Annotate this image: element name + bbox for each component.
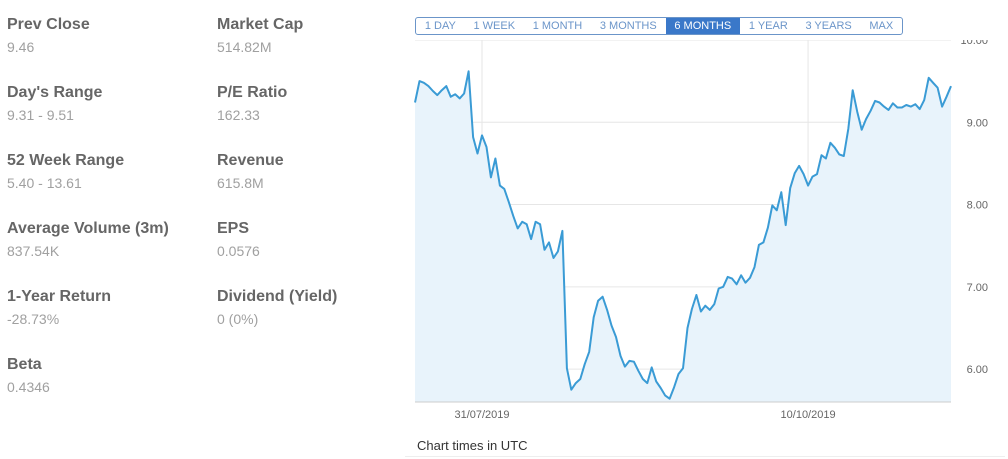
range-button-3-months[interactable]: 3 MONTHS xyxy=(599,20,657,32)
stat-prev-close: Prev Close 9.46 xyxy=(7,15,90,56)
x-tick-label: 31/07/2019 xyxy=(454,409,509,421)
x-tick-label: 10/10/2019 xyxy=(781,409,836,421)
stat-revenue: Revenue 615.8M xyxy=(217,151,284,192)
time-range-selector: 1 DAY 1 WEEK 1 MONTH 3 MONTHS 6 MONTHS 1… xyxy=(415,17,903,35)
stat-label: Prev Close xyxy=(7,16,90,33)
stat-value: 837.54K xyxy=(7,243,60,259)
stat-label: Beta xyxy=(7,356,42,373)
price-line xyxy=(414,70,952,400)
stat-label: Average Volume (3m) xyxy=(7,220,169,237)
stat-days-range: Day's Range 9.31 - 9.51 xyxy=(7,83,102,124)
price-area xyxy=(415,71,951,403)
range-button-1-year[interactable]: 1 YEAR xyxy=(748,20,788,32)
stat-value: 514.82M xyxy=(217,39,272,55)
stat-label: Day's Range xyxy=(7,84,103,101)
stat-pe-ratio: P/E Ratio 162.33 xyxy=(217,83,287,124)
y-tick-label: 7.00 xyxy=(967,282,988,294)
y-tick-label: 8.00 xyxy=(967,200,988,212)
range-button-1-month[interactable]: 1 MONTH xyxy=(532,20,583,32)
y-tick-label: 9.00 xyxy=(967,117,988,129)
stat-value: 615.8M xyxy=(217,175,264,191)
price-chart[interactable]: 6.00 7.00 8.00 9.00 10.00 31/07/2019 10/10/20… xyxy=(405,40,1008,440)
stat-52-week-range: 52 Week Range 5.40 - 13.61 xyxy=(7,151,124,192)
range-button-1-day[interactable]: 1 DAY xyxy=(424,20,456,32)
stat-value: 0 (0%) xyxy=(217,311,259,327)
y-axis-ticks: 6.00 7.00 8.00 9.00 10.00 xyxy=(960,40,988,376)
stat-label: P/E Ratio xyxy=(217,84,288,101)
y-tick-label: 6.00 xyxy=(967,364,988,376)
range-button-3-years[interactable]: 3 YEARS xyxy=(805,20,852,32)
stat-average-volume: Average Volume (3m) 837.54K xyxy=(7,219,169,260)
stat-label: EPS xyxy=(217,220,250,237)
chart-times-note: Chart times in UTC xyxy=(417,438,528,453)
divider xyxy=(405,456,1005,457)
range-button-max[interactable]: MAX xyxy=(869,20,894,32)
stat-value: 9.46 xyxy=(7,39,35,55)
stat-label: 52 Week Range xyxy=(7,152,125,169)
stat-dividend-yield: Dividend (Yield) 0 (0%) xyxy=(217,287,337,328)
stat-beta: Beta 0.4346 xyxy=(7,355,50,396)
stat-value: 162.33 xyxy=(217,107,260,123)
key-statistics-panel: Prev Close 9.46 Market Cap 514.82M Day's… xyxy=(0,0,405,459)
stat-value: 0.0576 xyxy=(217,243,260,259)
stat-value: -28.73% xyxy=(7,311,60,327)
range-button-6-months[interactable]: 6 MONTHS xyxy=(665,18,741,34)
stat-value: 5.40 - 13.61 xyxy=(7,175,82,191)
stat-label: 1-Year Return xyxy=(7,288,112,305)
stat-label: Revenue xyxy=(217,152,284,169)
stat-1-year-return: 1-Year Return -28.73% xyxy=(7,287,111,328)
stat-label: Dividend (Yield) xyxy=(217,288,338,305)
stat-value: 0.4346 xyxy=(7,379,50,395)
y-tick-label: 10.00 xyxy=(960,40,988,47)
stat-market-cap: Market Cap 514.82M xyxy=(217,15,303,56)
range-button-1-week[interactable]: 1 WEEK xyxy=(473,20,516,32)
stat-label: Market Cap xyxy=(217,16,304,33)
stat-eps: EPS 0.0576 xyxy=(217,219,260,260)
stat-value: 9.31 - 9.51 xyxy=(7,107,74,123)
